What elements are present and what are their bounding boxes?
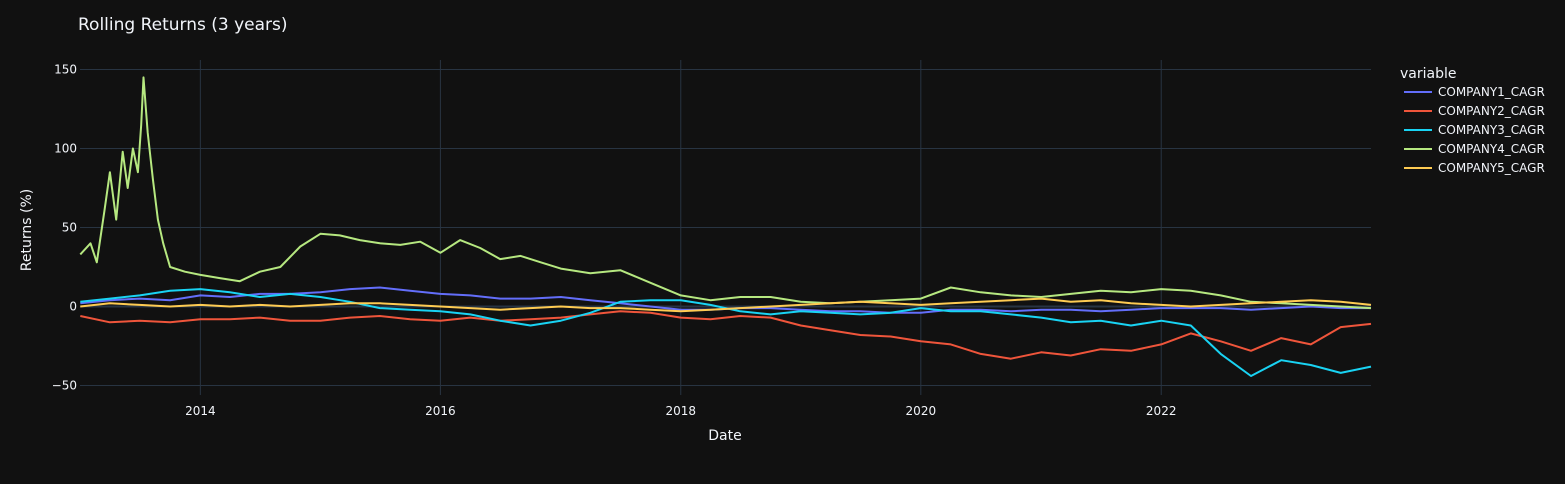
legend-item-label[interactable]: COMPANY5_CAGR — [1438, 161, 1545, 175]
x-tick-label: 2016 — [425, 404, 456, 418]
series-lines — [79, 76, 1372, 377]
series-line-company5-cagr[interactable] — [80, 297, 1372, 313]
axis-ticks: 2014 2016 2018 2020 2022 −50 0 50 100 150 — [52, 62, 1177, 418]
y-tick-label: −50 — [52, 379, 77, 393]
x-tick-label: 2014 — [185, 404, 216, 418]
grid-lines — [80, 60, 1371, 395]
x-tick-label: 2022 — [1146, 404, 1177, 418]
x-axis-label: Date — [708, 428, 741, 444]
y-axis-label: Returns (%) — [19, 189, 35, 271]
legend-item-label[interactable]: COMPANY3_CAGR — [1438, 123, 1545, 137]
legend-items[interactable]: COMPANY1_CAGR COMPANY2_CAGR COMPANY3_CAGR C… — [1404, 85, 1545, 175]
x-tick-label: 2018 — [666, 404, 697, 418]
x-tick-label: 2020 — [906, 404, 937, 418]
chart-title: Rolling Returns (3 years) — [78, 15, 288, 35]
legend-title: variable — [1400, 66, 1456, 82]
y-tick-label: 150 — [54, 62, 77, 76]
y-tick-label: 0 — [69, 300, 77, 314]
series-line-company4-cagr[interactable] — [79, 76, 1372, 310]
legend-item-label[interactable]: COMPANY1_CAGR — [1438, 85, 1545, 99]
series-line-company3-cagr[interactable] — [80, 288, 1372, 377]
y-tick-label: 50 — [62, 221, 77, 235]
legend[interactable]: variable COMPANY1_CAGRCOMPANY2_CAGRCOMPA… — [1400, 66, 1545, 175]
legend-item-label[interactable]: COMPANY2_CAGR — [1438, 104, 1545, 118]
series-line-company2-cagr[interactable] — [80, 310, 1372, 360]
legend-item-label[interactable]: COMPANY4_CAGR — [1438, 142, 1545, 156]
y-tick-label: 100 — [54, 141, 77, 155]
